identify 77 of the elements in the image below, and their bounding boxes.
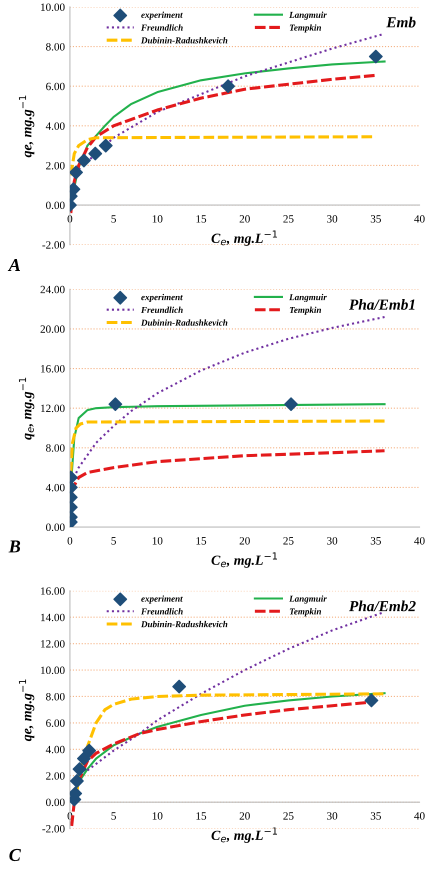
x-tick-label: 20 (240, 215, 250, 223)
x-tick-label: 35 (370, 537, 381, 545)
x-tick-label: 10 (152, 215, 162, 223)
y-tick-label: -2.00 (42, 825, 65, 833)
legend-label: Dubinin-Radushkevich (140, 319, 228, 326)
legend-label: Dubinin-Radushkevich (140, 620, 228, 628)
x-tick-label: 25 (283, 537, 294, 545)
y-tick-label: 4.00 (46, 746, 65, 754)
legend-label: Langmuir (289, 595, 327, 604)
y-tick-label: 0.00 (46, 202, 65, 210)
chart-title: Pha/Emb1 (348, 299, 414, 310)
chart-title: Emb (386, 16, 416, 28)
x-axis-title: C$_{e}$, mg.L$^{−1}$ (212, 230, 278, 246)
y-tick-label: -2.00 (42, 241, 65, 249)
legend-label: Freundlich (140, 24, 183, 31)
x-tick-label: 5 (111, 812, 116, 820)
y-tick-label: 6.00 (46, 82, 65, 90)
text: C (9, 848, 21, 862)
y-tick-label: 2.00 (46, 162, 65, 170)
y-tick-label: 4.00 (46, 122, 65, 130)
x-tick-label: 20 (240, 537, 250, 545)
y-tick-label: 8.00 (46, 444, 65, 452)
y-axis-title: qe, mg.g$^{−1}$ (18, 680, 34, 742)
y-tick-label: 16.00 (41, 587, 65, 595)
text: B (8, 540, 20, 552)
x-tick-label: 10 (152, 537, 162, 545)
x-tick-label: 40 (414, 215, 425, 223)
y-tick-label: 12.00 (41, 640, 65, 648)
y-tick-label: 24.00 (40, 286, 65, 294)
x-tick-label: 15 (196, 812, 206, 820)
x-tick-label: 30 (327, 537, 338, 545)
legend-label: experiment (141, 12, 183, 20)
legend-label: experiment (141, 595, 183, 604)
legend-label: Freundlich (140, 608, 183, 615)
x-tick-label: 30 (327, 215, 338, 223)
y-tick-label: 10.00 (41, 3, 65, 12)
legend-label: Tempkin (290, 608, 322, 616)
legend-label: Langmuir (289, 294, 327, 302)
x-axis-title: C$_{e}$, mg.L$^{−1}$ (212, 827, 278, 843)
x-tick-label: 0 (68, 215, 72, 223)
y-tick-label: 16.00 (41, 365, 65, 373)
x-tick-label: 40 (414, 537, 425, 545)
x-tick-label: 5 (111, 215, 116, 223)
legend-label: Tempkin (290, 306, 322, 315)
text: A (8, 259, 20, 271)
y-tick-label: 12.00 (41, 404, 65, 412)
x-tick-label: 10 (152, 812, 162, 820)
x-tick-label: 15 (196, 537, 206, 545)
y-tick-label: 2.00 (46, 772, 65, 780)
y-axis-title: q$_{e}$, mg.g$^{−1}$ (18, 378, 34, 440)
x-tick-label: 25 (283, 215, 294, 223)
y-tick-label: 14.00 (41, 614, 65, 622)
x-tick-label: 0 (68, 537, 72, 545)
x-tick-label: 35 (370, 215, 381, 223)
legend-label: Dubinin-Radushkevich (140, 37, 228, 44)
x-tick-label: 20 (240, 812, 250, 820)
x-tick-label: 5 (111, 537, 116, 545)
y-tick-label: 4.00 (46, 484, 65, 492)
y-tick-label: 8.00 (46, 43, 65, 51)
y-tick-label: 10.00 (41, 666, 65, 674)
y-tick-label: 0.00 (46, 798, 65, 806)
y-tick-label: 20.00 (40, 325, 65, 333)
x-tick-label: 35 (370, 812, 381, 820)
legend-label: Freundlich (140, 306, 183, 313)
y-tick-label: 0.00 (46, 523, 65, 532)
legend-label: experiment (141, 294, 183, 302)
x-tick-label: 25 (283, 812, 294, 820)
y-tick-label: 6.00 (46, 719, 65, 727)
x-tick-label: 30 (327, 812, 338, 820)
x-tick-label: 40 (414, 812, 425, 820)
y-tick-label: 8.00 (46, 692, 65, 700)
legend-label: Langmuir (289, 12, 327, 20)
x-tick-label: 15 (196, 215, 206, 223)
legend-label: Tempkin (290, 24, 322, 33)
chart-title: Pha/Emb2 (348, 600, 416, 612)
y-axis-title: qe, mg.g$^{−1}$ (18, 96, 34, 158)
x-axis-title: C$_{e}$, mg.L$^{−1}$ (212, 552, 278, 568)
